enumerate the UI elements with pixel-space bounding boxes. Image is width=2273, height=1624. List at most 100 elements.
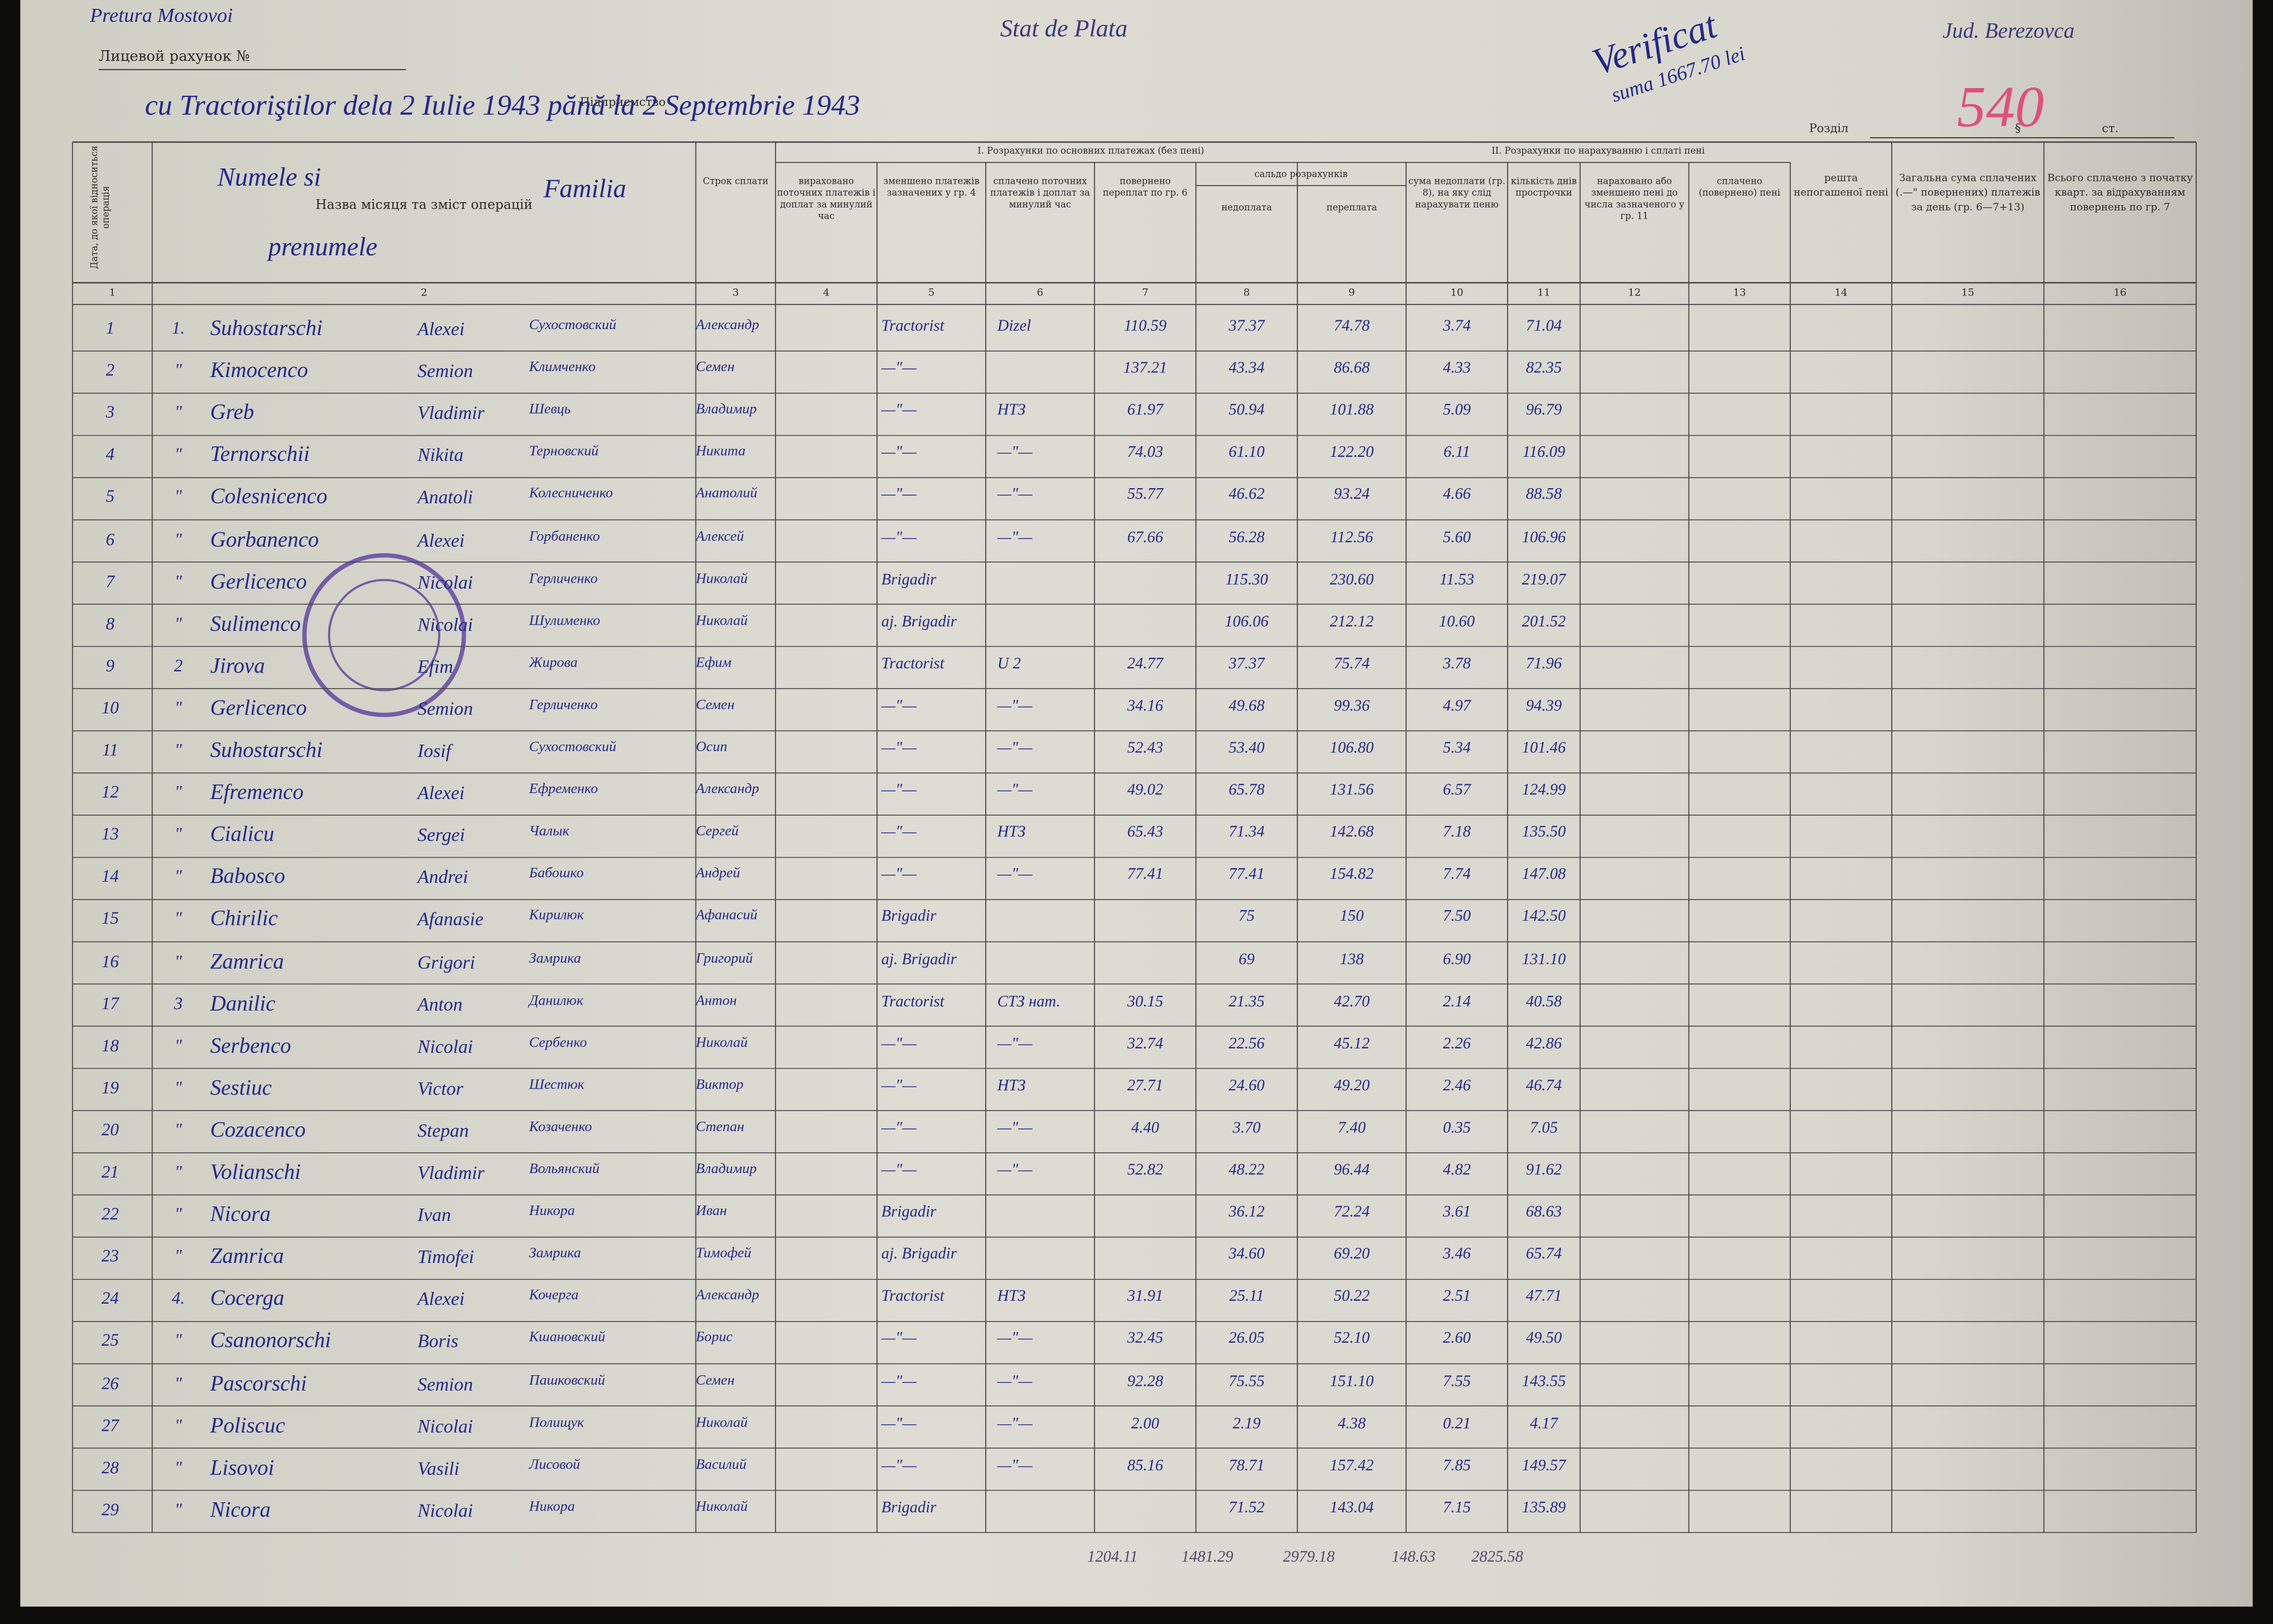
- cell-role: —"—: [881, 359, 917, 378]
- cell-c10: 3.61: [1443, 1203, 1471, 1222]
- cell-c11: 91.62: [1525, 1161, 1562, 1179]
- column-header: Всього сплачено з початку кварт. за відр…: [2047, 172, 2193, 213]
- cell-first: Nicolai: [417, 1414, 473, 1437]
- cell-first: Alexei: [417, 317, 465, 340]
- cell-c11: 94.39: [1525, 697, 1562, 715]
- cell-tractor: Dizel: [997, 317, 1031, 335]
- cell-n: 21: [101, 1161, 119, 1182]
- cell-first: Semion: [417, 697, 473, 719]
- cell-tractor: НТЗ: [997, 1077, 1026, 1094]
- cell-first-cyr: Александр: [696, 781, 759, 798]
- cell-first-cyr: Николай: [696, 570, 748, 587]
- cell-role: Tractorist: [881, 1288, 944, 1305]
- cell-surname: Lisovoi: [210, 1457, 275, 1480]
- cell-surname: Volianschi: [210, 1161, 301, 1185]
- total: 148.63: [1391, 1548, 1436, 1566]
- cell-first: Vasili: [417, 1457, 460, 1479]
- cell-brigade: ": [174, 1330, 182, 1351]
- cell-first: Stepan: [417, 1119, 469, 1141]
- column-number: 13: [1733, 287, 1746, 299]
- cell-surname-cyr: Вольянский: [529, 1161, 600, 1178]
- cell-role: —"—: [881, 402, 917, 420]
- cell-c8: 25.11: [1229, 1288, 1264, 1305]
- cell-c7: 52.43: [1127, 739, 1164, 757]
- cell-first-cyr: Иван: [696, 1203, 728, 1220]
- cell-role: aj. Brigadir: [881, 1246, 957, 1264]
- cell-c10: 3.46: [1443, 1246, 1471, 1264]
- cell-surname: Gorbanenco: [210, 528, 319, 552]
- cell-role: —"—: [881, 824, 917, 842]
- cell-c9: 7.40: [1337, 1119, 1366, 1137]
- cell-first-cyr: Степан: [696, 1119, 745, 1135]
- cell-surname-cyr: Герличенко: [529, 570, 598, 587]
- cell-c11: 135.89: [1522, 1499, 1566, 1516]
- cell-brigade: 3: [174, 992, 183, 1014]
- cell-surname: Poliscuc: [210, 1414, 285, 1438]
- column-number: 15: [1961, 287, 1975, 299]
- cell-n: 6: [106, 528, 115, 549]
- cell-first-cyr: Тимофей: [696, 1246, 752, 1262]
- cell-first: Nicolai: [417, 1035, 473, 1057]
- column-header: недоплата: [1221, 203, 1272, 213]
- cell-surname-cyr: Шестюк: [529, 1077, 585, 1093]
- cell-c9: 106.80: [1330, 739, 1374, 757]
- column-header: сума недоплати (гр. 8), на яку слід нара…: [1408, 177, 1506, 210]
- column-header: нараховано або зменшено пені до числа за…: [1584, 177, 1685, 222]
- cell-n: 19: [101, 1077, 119, 1097]
- group-header: сальдо розрахунків: [1254, 170, 1348, 180]
- cell-surname-cyr: Замрика: [529, 1246, 581, 1262]
- cell-tractor: —"—: [997, 486, 1032, 504]
- cell-first: Timofei: [417, 1246, 475, 1268]
- cell-c7: 32.45: [1127, 1330, 1164, 1348]
- cell-c7: 55.77: [1127, 486, 1164, 504]
- cell-surname-cyr: Пашковский: [529, 1372, 605, 1389]
- cell-surname: Cozacenco: [210, 1119, 306, 1143]
- cell-surname: Serbenco: [210, 1035, 291, 1058]
- cell-c9: 4.38: [1337, 1414, 1366, 1433]
- cell-c10: 7.55: [1443, 1372, 1471, 1390]
- cell-first: Nicolai: [417, 570, 473, 593]
- cell-first: Grigori: [417, 950, 475, 973]
- cell-surname-cyr: Жирова: [529, 655, 578, 671]
- cell-tractor: —"—: [997, 1330, 1032, 1348]
- cell-brigade: 1.: [171, 317, 185, 338]
- cell-c7: 49.02: [1127, 781, 1164, 800]
- cell-c8: 49.68: [1229, 697, 1265, 715]
- handwritten-header: Familia: [543, 174, 626, 203]
- cell-c7: 2.00: [1131, 1414, 1160, 1433]
- cell-surname: Babosco: [210, 866, 285, 889]
- cell-first: Afanasie: [417, 908, 484, 930]
- number: 540: [1957, 74, 2044, 139]
- cell-brigade: ": [174, 1161, 182, 1182]
- cell-c9: 101.88: [1330, 402, 1374, 420]
- cell-surname: Greb: [210, 402, 254, 426]
- cell-surname: Suhostarschi: [210, 317, 323, 341]
- cell-brigade: ": [174, 1077, 182, 1097]
- cell-surname: Efremenco: [210, 781, 304, 805]
- cell-c10: 2.26: [1443, 1035, 1471, 1053]
- cell-c10: 2.14: [1443, 992, 1471, 1011]
- column-number: 10: [1450, 287, 1463, 299]
- judet: Jud. Berezovca: [1942, 20, 2075, 44]
- cell-c11: 124.99: [1522, 781, 1566, 800]
- cell-c7: 110.59: [1123, 317, 1167, 335]
- cell-first: Vladimir: [417, 402, 485, 424]
- cell-n: 26: [101, 1372, 119, 1393]
- cell-surname: Pascorschi: [210, 1372, 307, 1396]
- cell-brigade: ": [174, 1203, 182, 1225]
- cell-c9: 122.20: [1330, 444, 1374, 462]
- cell-surname-cyr: Сухостовский: [529, 739, 616, 756]
- cell-c11: 101.46: [1522, 739, 1566, 757]
- cell-c9: 45.12: [1333, 1035, 1370, 1053]
- cell-surname: Zamrica: [210, 1246, 284, 1269]
- column-header: сплачено (повернено) пені: [1699, 177, 1781, 199]
- cell-c9: 131.56: [1330, 781, 1374, 800]
- column-number: 2: [420, 287, 427, 299]
- cell-n: 29: [101, 1499, 119, 1519]
- column-number: 7: [1142, 287, 1149, 299]
- total: 1481.29: [1181, 1548, 1233, 1566]
- cell-first: Boris: [417, 1330, 459, 1352]
- cell-first: Victor: [417, 1077, 463, 1099]
- cell-surname-cyr: Колесниченко: [529, 486, 613, 502]
- cell-n: 18: [101, 1035, 119, 1055]
